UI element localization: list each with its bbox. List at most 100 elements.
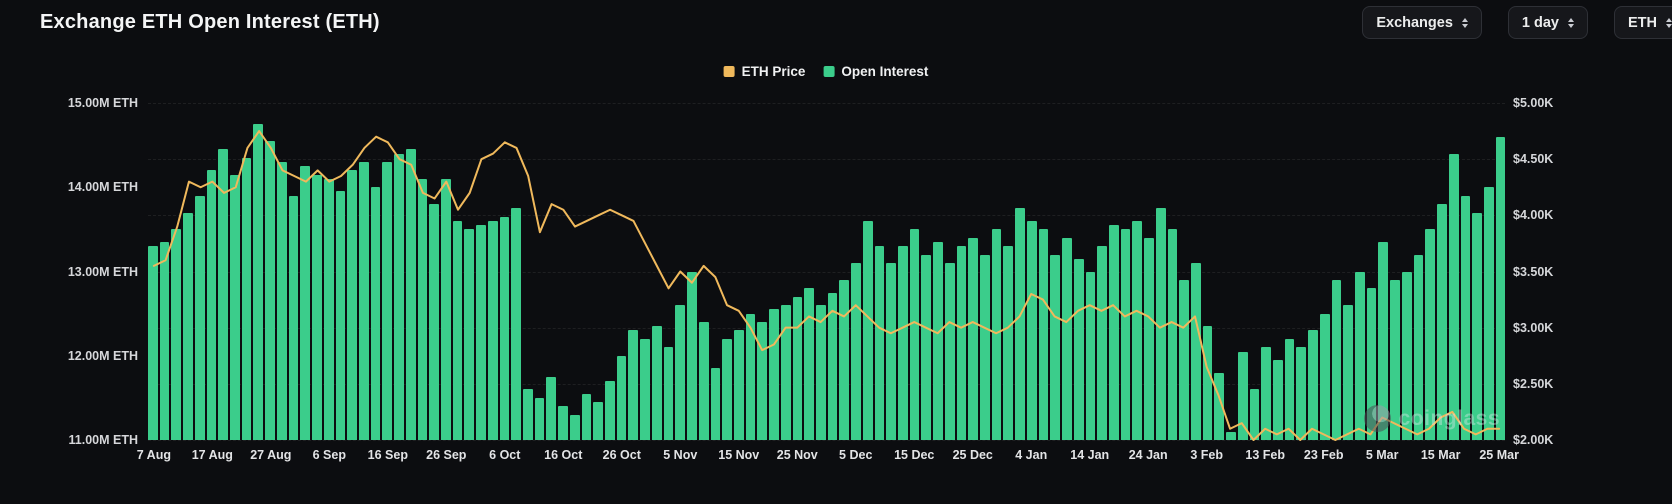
open-interest-bar <box>991 229 1002 440</box>
open-interest-bar <box>405 149 416 440</box>
gridline <box>148 383 1505 385</box>
open-interest-bar <box>851 263 861 440</box>
open-interest-bar <box>921 254 932 440</box>
open-interest-bar <box>511 208 521 440</box>
legend-item-eth-price[interactable]: ETH Price <box>723 64 805 79</box>
open-interest-bar <box>1132 220 1143 440</box>
open-interest-bar <box>312 174 322 440</box>
x-tick-label: 7 Aug <box>136 448 171 462</box>
open-interest-bar <box>148 246 158 440</box>
interval-dropdown[interactable]: 1 day <box>1507 6 1588 39</box>
legend-swatch <box>823 66 835 77</box>
open-interest-bar <box>1179 279 1189 440</box>
right-axis-label: $5.00K <box>1513 96 1554 110</box>
open-interest-bar <box>687 271 697 440</box>
right-axis-label: $2.00K <box>1513 433 1554 447</box>
left-axis-label: 11.00M ETH <box>68 433 138 447</box>
plot-area[interactable] <box>148 103 1506 441</box>
open-interest-bar <box>534 397 545 440</box>
open-interest-bar <box>558 406 568 440</box>
open-interest-bar <box>1343 305 1354 440</box>
interval-dropdown-label: 1 day <box>1521 14 1559 31</box>
open-interest-bar <box>909 229 920 440</box>
open-interest-bar <box>698 322 709 440</box>
open-interest-bar <box>651 326 662 440</box>
open-interest-bar <box>569 414 580 440</box>
open-interest-bar <box>1097 246 1107 440</box>
unit-dropdown[interactable]: ETH <box>1614 6 1672 39</box>
open-interest-bar <box>253 124 264 440</box>
open-interest-bar <box>499 216 510 440</box>
exchanges-dropdown-label: Exchanges <box>1376 14 1453 31</box>
open-interest-bar <box>628 330 639 440</box>
open-interest-bar <box>288 195 299 440</box>
x-tick-label: 25 Mar <box>1479 448 1519 462</box>
open-interest-bar <box>956 246 967 440</box>
x-tick-label: 25 Dec <box>952 448 993 462</box>
x-tick-label: 16 Oct <box>544 448 583 462</box>
left-axis-label: 12.00M ETH <box>67 348 138 363</box>
open-interest-bar <box>827 292 838 440</box>
open-interest-bar <box>1038 229 1049 440</box>
x-tick-label: 4 Jan <box>1015 448 1048 462</box>
open-interest-bar <box>792 296 803 440</box>
open-interest-bar <box>886 263 896 440</box>
open-interest-bar <box>417 178 428 440</box>
open-interest-bar <box>194 195 205 440</box>
x-tick-label: 27 Aug <box>250 448 292 462</box>
exchanges-dropdown[interactable]: Exchanges <box>1362 6 1482 39</box>
open-interest-bar <box>1237 351 1248 440</box>
open-interest-bar <box>335 191 346 440</box>
sort-arrows-icon <box>1461 17 1468 28</box>
open-interest-bar <box>159 242 170 440</box>
open-interest-bar <box>452 220 463 440</box>
x-tick-label: 24 Jan <box>1128 448 1168 462</box>
gridline <box>148 440 1505 441</box>
open-interest-bar <box>733 330 744 440</box>
left-axis-label: 13.00M ETH <box>67 264 138 279</box>
open-interest-bar <box>206 170 217 440</box>
open-interest-bar <box>980 254 990 440</box>
x-tick-label: 15 Mar <box>1420 448 1461 462</box>
open-interest-bar <box>464 229 475 440</box>
line-layer <box>148 103 1505 440</box>
open-interest-bar <box>1296 347 1307 440</box>
x-tick-label: 14 Jan <box>1070 448 1110 462</box>
open-interest-bar <box>640 338 650 440</box>
open-interest-bar <box>1050 254 1061 440</box>
legend-item-open-interest[interactable]: Open Interest <box>823 64 928 79</box>
open-interest-bar <box>874 246 885 440</box>
x-tick-label: 26 Sep <box>426 448 467 462</box>
gridline <box>148 215 1505 217</box>
open-interest-bar <box>370 187 381 440</box>
open-interest-bar <box>1261 347 1271 440</box>
left-axis-label: 14.00M ETH <box>67 180 138 195</box>
right-axis-label: $4.00K <box>1513 208 1554 223</box>
legend-swatch <box>723 66 735 77</box>
open-interest-bar <box>710 368 721 440</box>
open-interest-bar <box>1273 359 1283 440</box>
open-interest-bar <box>1085 271 1096 440</box>
open-interest-bar <box>546 376 557 440</box>
x-tick-label: 26 Oct <box>602 448 641 462</box>
open-interest-bar <box>440 178 451 440</box>
open-interest-bar <box>815 305 826 440</box>
x-tick-label: 23 Feb <box>1303 448 1344 462</box>
open-interest-bar <box>839 279 850 440</box>
open-interest-bar <box>898 246 908 440</box>
price-line <box>154 131 1499 440</box>
open-interest-bar <box>593 402 604 440</box>
sort-arrows-icon <box>1666 17 1672 28</box>
open-interest-bar <box>218 149 229 440</box>
open-interest-bar <box>745 313 756 440</box>
open-interest-bar <box>663 347 674 440</box>
open-interest-bar <box>1437 204 1447 440</box>
open-interest-bar <box>476 225 486 440</box>
open-interest-bar <box>241 157 252 440</box>
page-title: Exchange ETH Open Interest (ETH) <box>40 11 380 33</box>
open-interest-bar <box>1495 136 1506 440</box>
x-tick-label: 5 Mar <box>1365 448 1399 462</box>
x-tick-label: 16 Sep <box>367 448 408 462</box>
open-interest-bar <box>1366 288 1377 440</box>
open-interest-bar <box>429 204 439 440</box>
